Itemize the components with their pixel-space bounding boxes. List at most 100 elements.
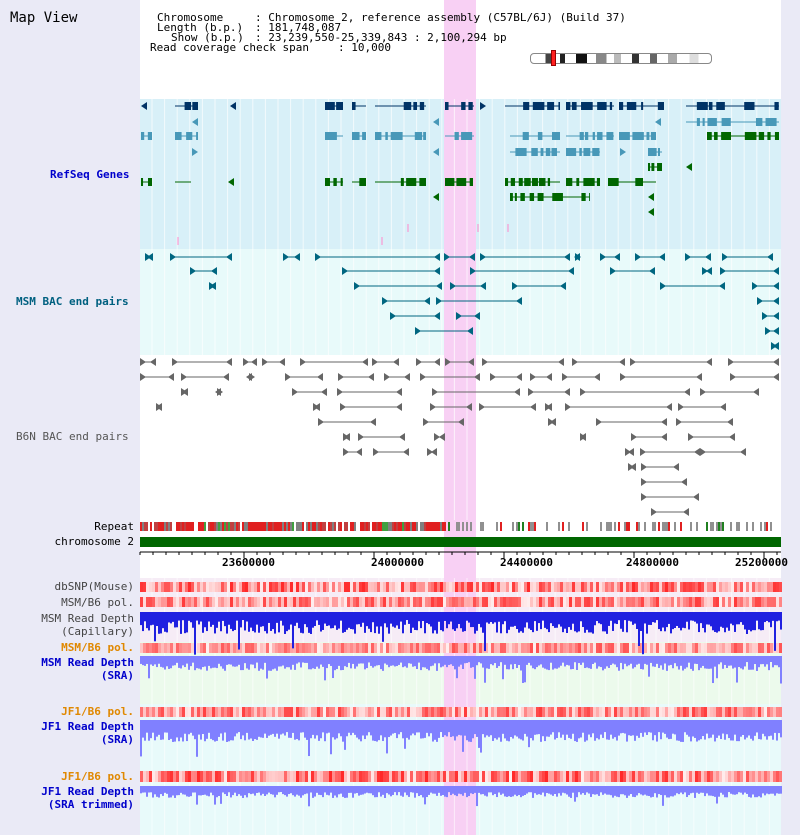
ideogram-position-marker[interactable] [551,50,556,66]
polymorphism-cell [683,707,686,717]
polymorphism-cell [410,643,413,653]
gene-exon [566,178,573,186]
polymorphism-cell [479,582,482,592]
read-depth-bar [142,612,144,632]
polymorphism-cell [539,707,542,717]
read-depth-bar [660,612,662,632]
polymorphism-cell [749,597,752,607]
read-depth-bar [464,656,466,664]
read-depth-bar [430,612,432,627]
polymorphism-cell [287,597,290,607]
polymorphism-cell [317,771,320,782]
repeat-segment [534,522,536,531]
repeat-segment [760,522,762,531]
read-depth-bar [210,720,212,739]
polymorphism-cell [521,707,524,717]
polymorphism-cell [338,582,341,592]
right-gutter [781,0,800,835]
read-depth-bar [292,786,294,796]
polymorphism-cell [413,771,416,782]
polymorphism-cell [392,597,395,607]
strand-arrow [530,373,536,381]
repeat-segment [158,522,160,531]
read-depth-bar [534,656,536,670]
b6n-bac-end-pairs-label[interactable]: B6N BAC end pairs [16,430,129,443]
polymorphism-cell [539,771,542,782]
msm-bac-end-pairs-label[interactable]: MSM BAC end pairs [16,295,129,308]
read-depth-bar [684,786,686,793]
polymorphism-cell [176,597,179,607]
polymorphism-cell [662,582,665,592]
read-depth-bar [758,656,760,668]
polymorphism-cell [482,707,485,717]
read-depth-bar [692,612,694,621]
refseq-genes-label[interactable]: RefSeq Genes [50,168,130,181]
chromosome-ideogram[interactable] [530,53,712,64]
polymorphism-cell [512,707,515,717]
read-depth-bar [228,786,230,793]
read-depth-bar [514,720,516,736]
read-depth-bar [160,656,162,667]
polymorphism-cell [293,582,296,592]
strand-arrow [300,358,306,366]
read-depth-bar [702,720,704,737]
repeat-segment [332,522,334,531]
read-depth-bar [596,656,598,669]
read-depth-bar [256,656,258,663]
read-depth-bar [196,656,198,669]
read-depth-bar [344,786,346,798]
polymorphism-cell [719,707,722,717]
read-depth-bar [670,720,672,739]
polymorphism-cell [623,582,626,592]
polymorphism-cell [146,597,149,607]
read-depth-bar [250,720,252,739]
read-depth-bar [228,720,230,742]
polymorphism-cell [368,597,371,607]
polymorphism-cell [260,582,263,592]
read-depth-bar [574,720,576,742]
read-depth-bar [194,656,196,671]
polymorphism-cell [704,707,707,717]
read-depth-bar [508,786,510,797]
polymorphism-cell [551,707,554,717]
read-depth-bar [714,720,716,742]
polymorphism-cell [755,771,758,782]
read-depth-bar [466,612,468,621]
polymorphism-cell [551,771,554,782]
read-depth-bar [228,612,230,625]
polymorphism-cell [395,771,398,782]
strand-arrow [550,418,556,426]
polymorphism-cell [413,707,416,717]
read-depth-bar [700,612,702,624]
read-depth-bar [216,656,218,669]
read-depth-bar [544,786,546,797]
polymorphism-cell [245,597,248,607]
read-depth-bar [288,720,290,738]
read-depth-bar [200,656,202,670]
repeat-segment [466,522,468,531]
read-depth-bar [180,720,182,738]
polymorphism-cell [230,597,233,607]
read-depth-bar [688,612,690,630]
polymorphism-cell [161,643,164,653]
gene-exon [707,132,712,140]
read-depth-bar [742,612,744,625]
polymorphism-cell [473,643,476,653]
polymorphism-cell [290,707,293,717]
read-depth-bar [244,656,246,664]
read-depth-bar [734,786,736,795]
read-depth-bar [460,612,462,629]
read-depth-bar [238,612,240,650]
strand-arrow [470,267,476,275]
read-depth-bar [618,786,620,798]
read-depth-bar [374,656,376,667]
polymorphism-cell [182,643,185,653]
read-depth-bar [190,720,192,733]
read-depth-bar [648,720,650,733]
polymorphism-cell [356,582,359,592]
polymorphism-cell [434,582,437,592]
read-depth-bar [756,786,758,798]
repeat-segment [626,522,628,531]
polymorphism-cell [176,771,179,782]
read-depth-bar [154,612,156,642]
